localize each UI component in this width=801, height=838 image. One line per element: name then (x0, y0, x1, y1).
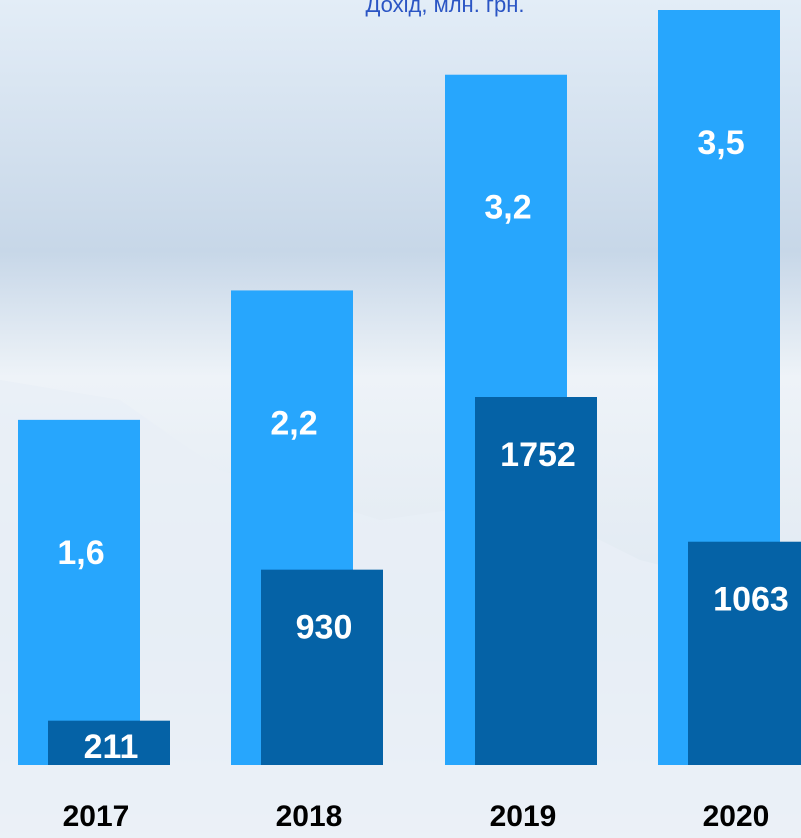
value-label: 1,6 (57, 534, 104, 572)
bar-secondary (688, 542, 801, 765)
x-tick-label: 2017 (63, 800, 130, 833)
value-label: 211 (84, 728, 139, 766)
x-tick-label: 2019 (490, 800, 557, 833)
x-tick-label: 2020 (703, 800, 770, 833)
value-label: 3,5 (697, 124, 744, 162)
value-label: 1752 (500, 436, 576, 474)
x-tick-label: 2018 (276, 800, 343, 833)
value-label: 3,2 (484, 189, 531, 227)
value-label: 930 (296, 609, 353, 647)
value-label: 2,2 (270, 404, 317, 442)
value-label: 1063 (713, 581, 789, 619)
chart-title: Дохід, млн. грн. (366, 0, 525, 17)
bar-secondary (261, 570, 383, 765)
bar-primary (18, 420, 140, 765)
chart: Дохід, млн. грн. 1,6 2,2 3,2 3,5 211 930 1752 1… (0, 0, 801, 838)
